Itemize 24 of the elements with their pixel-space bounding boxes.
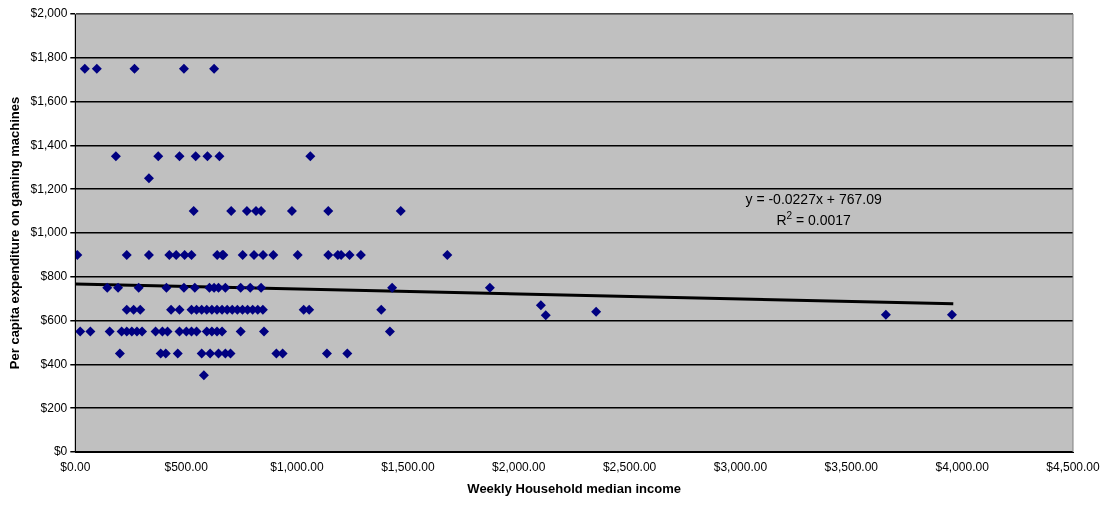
- annotation: y = -0.0227x + 767.09: [745, 191, 882, 207]
- y-axis-title: Per capita expenditure on gaming machines: [7, 96, 23, 370]
- y-tick-label: $1,600: [30, 93, 68, 108]
- x-tick-label: $2,000.00: [492, 459, 546, 474]
- x-tick-label: $0.00: [60, 459, 91, 474]
- x-tick-label: $1,500.00: [381, 459, 435, 474]
- x-tick-label: $3,500.00: [824, 459, 879, 474]
- x-tick-label: $4,500.00: [1046, 459, 1101, 474]
- x-tick-label: $4,000.00: [935, 459, 990, 474]
- y-tick-label: $1,800: [30, 50, 68, 65]
- y-tick-label: $1,200: [30, 181, 68, 196]
- y-tick-label: $1,000: [30, 225, 68, 240]
- x-tick-label: $500.00: [164, 459, 209, 474]
- y-tick-label: $400: [40, 356, 68, 371]
- y-tick-label: $0: [53, 444, 68, 459]
- x-tick-label: $1,000.00: [270, 459, 325, 474]
- y-tick-label: $200: [40, 400, 68, 415]
- x-axis-title: Weekly Household median income: [467, 480, 681, 496]
- y-tick-label: $800: [40, 269, 68, 284]
- x-tick-label: $3,000.00: [713, 459, 768, 474]
- y-tick-label: $600: [40, 312, 68, 327]
- x-tick-label: $2,500.00: [602, 459, 657, 474]
- y-tick-label: $2,000: [30, 6, 68, 21]
- y-tick-label: $1,400: [30, 137, 68, 152]
